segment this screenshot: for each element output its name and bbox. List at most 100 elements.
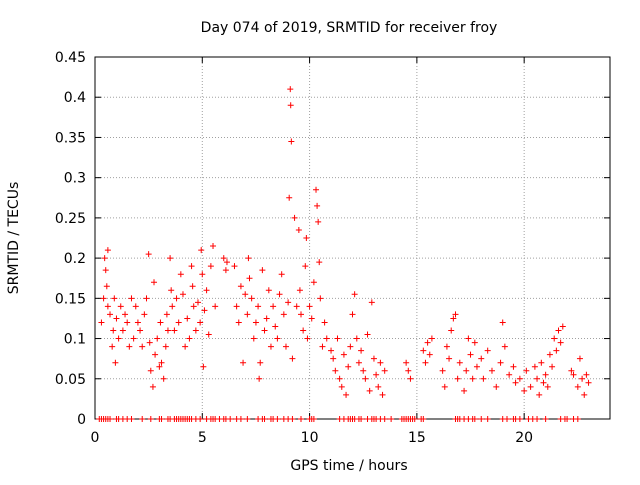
data-point [288, 138, 295, 145]
data-point [122, 311, 129, 318]
data-point [488, 367, 495, 374]
data-point [286, 194, 293, 201]
data-point-zero [107, 416, 114, 422]
data-point [553, 347, 560, 354]
data-point-zero [310, 416, 317, 422]
data-point [298, 311, 304, 318]
data-point [151, 279, 158, 286]
data-point [534, 375, 541, 382]
data-point [101, 255, 108, 262]
y-tick-label: 0.15 [55, 291, 86, 307]
data-point [276, 291, 283, 298]
y-tick-label: 0 [77, 412, 86, 428]
data-point-zero [237, 416, 244, 422]
data-point [157, 319, 164, 326]
data-point [360, 367, 367, 374]
data-point [316, 259, 323, 266]
y-tick-label: 0.25 [55, 211, 86, 227]
data-point [379, 391, 386, 398]
data-point [169, 303, 176, 310]
data-point [579, 375, 586, 382]
data-point [377, 359, 384, 366]
data-point [448, 327, 455, 334]
axis-ticks: 0 0.05 0.1 0.15 0.2 0.25 0.3 0.35 0.4 0.45 0 5 10 15 2… [55, 50, 610, 446]
data-point [259, 267, 266, 274]
data-point [149, 383, 156, 390]
data-point [551, 335, 558, 342]
data-point [521, 387, 528, 394]
data-point [126, 343, 133, 350]
data-point-zero [158, 416, 165, 422]
data-point [250, 335, 257, 342]
data-point [265, 287, 272, 294]
data-point [291, 214, 298, 221]
data-point [441, 383, 448, 390]
data-point [143, 295, 150, 302]
data-point [454, 375, 461, 382]
y-tick-label: 0.45 [55, 50, 86, 66]
x-tick-label: 0 [91, 430, 100, 446]
data-point [317, 295, 324, 302]
data-point [478, 355, 485, 362]
data-point [175, 319, 182, 326]
data-point [287, 86, 294, 93]
data-point-zero [574, 416, 581, 422]
data-point [340, 351, 347, 358]
data-point [332, 367, 339, 374]
x-axis-label: GPS time / hours [290, 458, 407, 474]
data-point [245, 255, 252, 262]
data-point [119, 327, 126, 334]
data-point-zero [227, 416, 234, 422]
data-point [471, 339, 478, 346]
data-point [110, 327, 117, 334]
data-point [334, 335, 341, 342]
data-point-zero [289, 416, 296, 422]
data-point-zero [471, 416, 478, 422]
data-point [467, 351, 474, 358]
data-point [287, 102, 294, 109]
data-point [465, 335, 472, 342]
data-point [583, 371, 590, 378]
data-point [145, 251, 152, 258]
grid [95, 57, 610, 419]
data-point [231, 263, 238, 270]
data-point [497, 359, 504, 366]
data-point [450, 315, 457, 322]
data-point-zero [534, 416, 541, 422]
data-point [557, 339, 564, 346]
x-tick-label: 5 [198, 430, 207, 446]
data-point [422, 359, 429, 366]
y-tick-label: 0.35 [55, 130, 86, 146]
data-point [568, 367, 575, 374]
data-point [549, 363, 556, 370]
data-point [531, 363, 538, 370]
data-point [156, 363, 163, 370]
data-point [109, 343, 116, 350]
data-point [310, 279, 317, 286]
data-point [154, 335, 161, 342]
data-point [257, 359, 264, 366]
data-point-zero [388, 416, 395, 422]
data-point [222, 267, 229, 274]
data-point [306, 303, 313, 310]
data-point [446, 355, 453, 362]
x-tick-label: 10 [301, 430, 319, 446]
data-point [538, 359, 545, 366]
data-point [542, 371, 549, 378]
data-point [506, 371, 513, 378]
data-point [235, 319, 242, 326]
data-point [559, 323, 566, 330]
data-point [319, 343, 326, 350]
data-point-zero [381, 416, 388, 422]
data-point [152, 351, 159, 358]
data-point [510, 363, 517, 370]
data-point [555, 327, 562, 334]
data-point [282, 343, 289, 350]
data-point [314, 202, 321, 209]
data-point [420, 347, 427, 354]
data-point [576, 355, 583, 362]
data-point [267, 343, 274, 350]
data-point-zero [358, 416, 365, 422]
y-tick-label: 0.2 [64, 251, 86, 267]
